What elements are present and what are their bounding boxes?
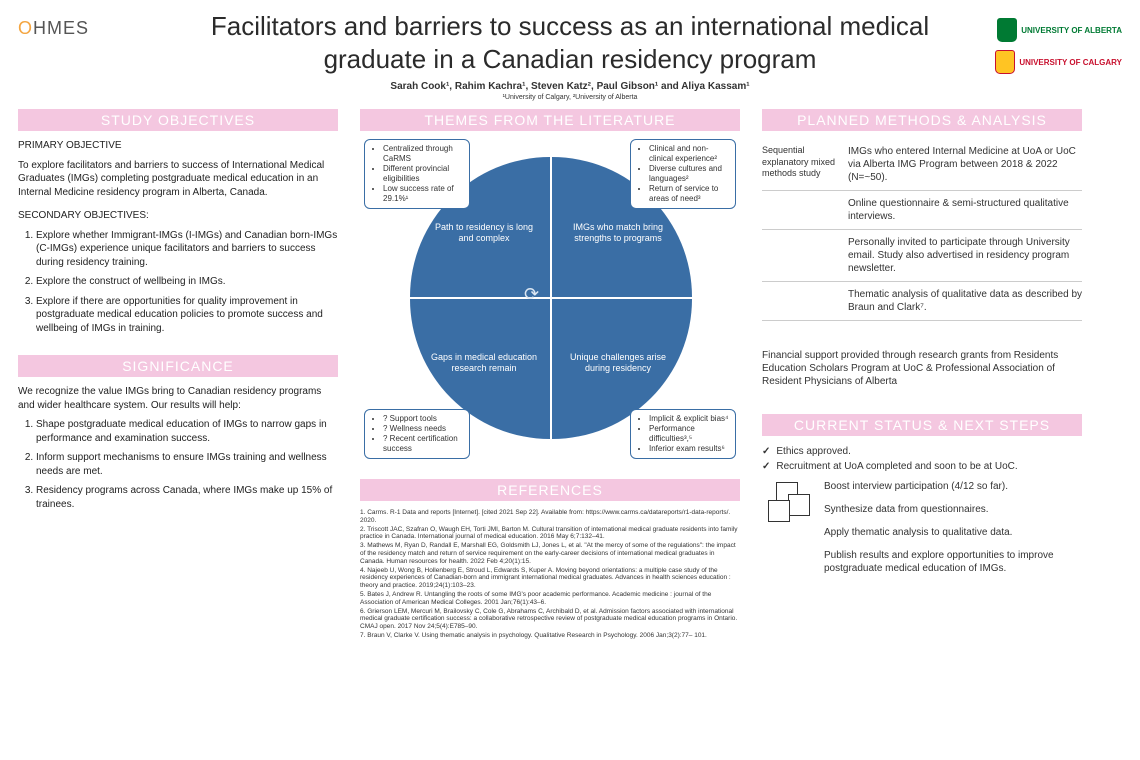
ref-item: 1. Carms. R-1 Data and reports [Internet… (360, 509, 740, 525)
list-item: Shape postgraduate medical education of … (36, 418, 338, 445)
annot-br: Implicit & explicit bias⁴Performance dif… (630, 409, 736, 459)
methods-row: Sequential explanatory mixed methods stu… (762, 139, 1082, 191)
poster-title: Facilitators and barriers to success as … (160, 10, 980, 75)
methods-text: IMGs who entered Internal Medicine at Uo… (848, 145, 1082, 184)
significance-block: SIGNIFICANCE We recognize the value IMGs… (18, 355, 338, 511)
references-body: 1. Carms. R-1 Data and reports [Internet… (360, 509, 740, 640)
ref-item: 7. Braun V, Clarke V. Using thematic ana… (360, 632, 740, 640)
ref-item: 5. Bates J, Andrew R. Untangling the roo… (360, 591, 740, 607)
methods-row: Online questionnaire & semi-structured q… (762, 191, 1082, 230)
title-block: Facilitators and barriers to success as … (160, 10, 980, 101)
authors: Sarah Cook¹, Rahim Kachra¹, Steven Katz²… (160, 81, 980, 92)
secondary-list: Explore whether Immigrant-IMGs (I-IMGs) … (18, 229, 338, 336)
list-item: Synthesize data from questionnaires. (824, 503, 1082, 516)
annot-item: Implicit & explicit bias⁴ (649, 414, 729, 424)
annot-item: Return of service to areas of need³ (649, 184, 729, 204)
methods-rows: Sequential explanatory mixed methods stu… (762, 139, 1082, 321)
next-steps-list: Boost interview participation (4/12 so f… (824, 480, 1082, 585)
columns: STUDY OBJECTIVES PRIMARY OBJECTIVE To ex… (18, 109, 1122, 641)
sig-list: Shape postgraduate medical education of … (18, 418, 338, 511)
methods-row: Thematic analysis of qualitative data as… (762, 282, 1082, 321)
list-item: Inform support mechanisms to ensure IMGs… (36, 451, 338, 478)
col-right: PLANNED METHODS & ANALYSIS Sequential ex… (762, 109, 1082, 641)
ucalgary-logo: UNIVERSITY OF CALGARY (995, 50, 1122, 74)
annot-item: Inferior exam results⁶ (649, 444, 729, 454)
significance-body: We recognize the value IMGs bring to Can… (18, 385, 338, 511)
ohmes-logo: OHMES (18, 18, 89, 39)
ref-item: 4. Najeeb U, Wong B, Hollenberg E, Strou… (360, 567, 740, 590)
status-next: Boost interview participation (4/12 so f… (762, 480, 1082, 585)
circle-diagram: Path to residency is long and complex IM… (370, 139, 730, 459)
annot-item: ? Wellness needs (383, 424, 463, 434)
list-item: Explore whether Immigrant-IMGs (I-IMGs) … (36, 229, 338, 270)
methods-row: Personally invited to participate throug… (762, 230, 1082, 282)
sig-intro: We recognize the value IMGs bring to Can… (18, 385, 338, 412)
status-body: Ethics approved. Recruitment at UoA comp… (762, 444, 1082, 585)
header-objectives: STUDY OBJECTIVES (18, 109, 338, 131)
list-item: Apply thematic analysis to qualitative d… (824, 526, 1082, 539)
list-item: Boost interview participation (4/12 so f… (824, 480, 1082, 493)
list-item: Publish results and explore opportunitie… (824, 549, 1082, 575)
header: OHMES Facilitators and barriers to succe… (18, 10, 1122, 101)
methods-text: Online questionnaire & semi-structured q… (848, 197, 1082, 223)
sticky-notes-icon (762, 482, 814, 534)
affiliations: ¹University of Calgary, ²University of A… (160, 94, 980, 101)
annot-tr: Clinical and non-clinical experience²Div… (630, 139, 736, 209)
annot-item: Low success rate of 29.1%¹ (383, 184, 463, 204)
header-themes: THEMES FROM THE LITERATURE (360, 109, 740, 131)
annot-item: Different provincial eligibilities (383, 164, 463, 184)
annot-item: ? Recent certification success (383, 434, 463, 454)
header-references: REFERENCES (360, 479, 740, 501)
header-significance: SIGNIFICANCE (18, 355, 338, 377)
annot-item: Clinical and non-clinical experience² (649, 144, 729, 164)
ucalgary-label: UNIVERSITY OF CALGARY (1019, 58, 1122, 67)
annot-item: ? Support tools (383, 414, 463, 424)
header-status: CURRENT STATUS & NEXT STEPS (762, 414, 1082, 436)
methods-label: Sequential explanatory mixed methods stu… (762, 145, 840, 184)
annot-item: Centralized through CaRMS (383, 144, 463, 164)
shield-icon (997, 18, 1017, 42)
objectives-body: PRIMARY OBJECTIVE To explore facilitator… (18, 139, 338, 335)
cycle-arrows-icon: ⟳ (524, 284, 539, 305)
list-item: Explore if there are opportunities for q… (36, 295, 338, 336)
header-methods: PLANNED METHODS & ANALYSIS (762, 109, 1082, 131)
list-item: Residency programs across Canada, where … (36, 484, 338, 511)
ref-item: 3. Mathews M, Ryan D, Randall E, Marshal… (360, 542, 740, 565)
methods-text: Thematic analysis of qualitative data as… (848, 288, 1082, 314)
uni-logos: UNIVERSITY OF ALBERTA UNIVERSITY OF CALG… (995, 18, 1122, 74)
status-check: Ethics approved. (762, 444, 1082, 459)
list-item: Explore the construct of wellbeing in IM… (36, 275, 338, 289)
annot-tl: Centralized through CaRMSDifferent provi… (364, 139, 470, 209)
primary-label: PRIMARY OBJECTIVE (18, 139, 338, 153)
primary-text: To explore facilitators and barriers to … (18, 159, 338, 200)
ref-item: 6. Grierson LEM, Mercuri M, Brailovsky C… (360, 608, 740, 631)
annot-item: Diverse cultures and languages² (649, 164, 729, 184)
poster-root: OHMES Facilitators and barriers to succe… (0, 0, 1140, 760)
methods-text: Personally invited to participate throug… (848, 236, 1082, 275)
status-check: Recruitment at UoA completed and soon to… (762, 459, 1082, 474)
ualberta-label: UNIVERSITY OF ALBERTA (1021, 26, 1122, 35)
ualberta-logo: UNIVERSITY OF ALBERTA (997, 18, 1122, 42)
ref-item: 2. Triscott JAC, Szafran O, Waugh EH, To… (360, 526, 740, 542)
annot-item: Performance difficulties³,⁵ (649, 424, 729, 444)
shield-icon (995, 50, 1015, 74)
funding-text: Financial support provided through resea… (762, 349, 1082, 388)
col-left: STUDY OBJECTIVES PRIMARY OBJECTIVE To ex… (18, 109, 338, 641)
annot-bl: ? Support tools? Wellness needs? Recent … (364, 409, 470, 459)
secondary-label: SECONDARY OBJECTIVES: (18, 209, 338, 223)
col-mid: THEMES FROM THE LITERATURE Path to resid… (360, 109, 740, 641)
